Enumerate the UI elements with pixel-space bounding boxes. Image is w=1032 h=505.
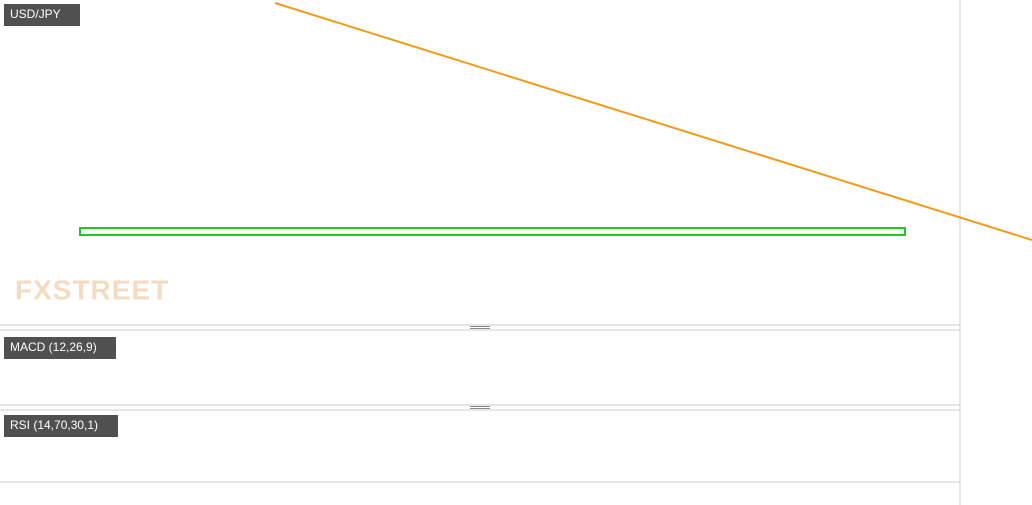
macd-tag — [4, 337, 116, 359]
rsi-tag — [4, 415, 118, 437]
symbol-tag — [4, 4, 80, 26]
macd-title: MACD (12,26,9) — [10, 340, 97, 354]
resize-handle[interactable] — [470, 406, 490, 409]
watermark: FXSTREET — [15, 274, 169, 305]
symbol-title: USD/JPY — [10, 7, 61, 21]
support-zone — [79, 227, 906, 236]
resize-handle[interactable] — [470, 326, 490, 329]
trend-line — [274, 2, 1032, 241]
rsi-title: RSI (14,70,30,1) — [10, 418, 98, 432]
